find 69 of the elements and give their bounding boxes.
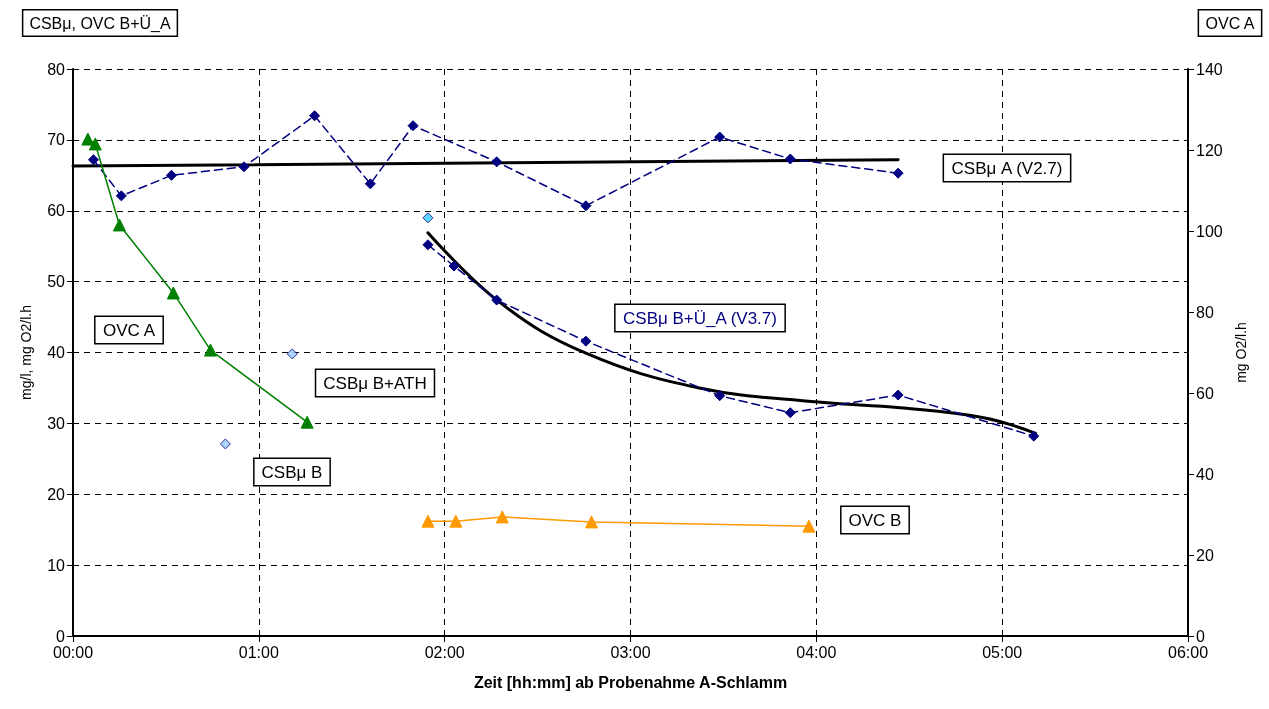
point [115, 190, 127, 202]
x-axis-title: Zeit [hh:mm] ab Probenahme A-Schlamm [473, 673, 788, 691]
y-axis-title: mg/l, mg O2/l.h [18, 305, 34, 400]
series-label: OVC A [103, 320, 156, 340]
point [300, 415, 314, 429]
series-label: CSBμ B+Ü_A (V3.7) [623, 308, 777, 328]
y-tick-label: 50 [47, 273, 66, 291]
x-tick-label: 06:00 [1167, 643, 1209, 661]
y2-axis-title: mg O2/l.h [1232, 322, 1249, 383]
point [422, 212, 434, 224]
point [204, 343, 218, 357]
point [422, 239, 434, 251]
x-tick-label: 01:00 [238, 643, 279, 661]
series-label: CSBμ B+ATH [323, 373, 427, 393]
text: CSBμ, OVC B+Ü_A [29, 14, 171, 33]
point [784, 407, 796, 419]
x-tick-label: 05:00 [982, 643, 1023, 661]
point [219, 438, 231, 450]
y-tick-label: 0 [56, 627, 66, 645]
y-tick-label: 70 [47, 131, 66, 149]
point [584, 515, 598, 529]
point [87, 154, 99, 166]
y2-tick-label: 100 [1196, 222, 1223, 240]
point [448, 260, 460, 272]
y-tick-label: 30 [47, 414, 66, 432]
x-tick-label: 00:00 [52, 643, 94, 661]
point [81, 132, 95, 146]
y-tick-label: 40 [47, 344, 66, 361]
point [407, 120, 419, 132]
y-tick-label: 60 [47, 202, 66, 220]
point [165, 169, 177, 181]
point [491, 156, 503, 168]
point [784, 153, 796, 165]
x-tick-label: 03:00 [610, 643, 651, 661]
y2-tick-label: 60 [1196, 384, 1214, 402]
point [1028, 430, 1040, 442]
point [714, 390, 726, 402]
point [892, 389, 904, 401]
y2-tick-label: 0 [1196, 627, 1205, 645]
y2-tick-label: 40 [1196, 465, 1214, 483]
y-tick-label: 20 [47, 485, 66, 503]
x-tick-label: 04:00 [796, 643, 837, 661]
point [491, 294, 503, 306]
point [286, 348, 298, 360]
point [309, 110, 321, 122]
point [364, 178, 376, 190]
point [495, 510, 509, 524]
point [580, 200, 592, 212]
series-label: OVC B [848, 510, 902, 530]
y-tick-label: 10 [47, 556, 66, 574]
point [449, 514, 463, 528]
point [112, 218, 126, 232]
y2-tick-label: 20 [1196, 546, 1214, 564]
text: CSBμ B [261, 462, 323, 482]
y2-tick-label: 120 [1196, 141, 1223, 159]
y-tick-label: 80 [47, 60, 66, 78]
point [166, 286, 180, 300]
point [238, 161, 250, 173]
point [580, 335, 592, 347]
point [802, 519, 816, 533]
text: OVC A [1205, 14, 1255, 32]
text: CSBμ A (V2.7) [951, 158, 1063, 178]
y2-tick-label: 80 [1196, 303, 1214, 321]
point [892, 167, 904, 179]
x-tick-label: 02:00 [424, 643, 465, 661]
point [421, 514, 435, 528]
y2-tick-label: 140 [1196, 60, 1223, 78]
point [714, 131, 726, 143]
point [88, 137, 102, 151]
